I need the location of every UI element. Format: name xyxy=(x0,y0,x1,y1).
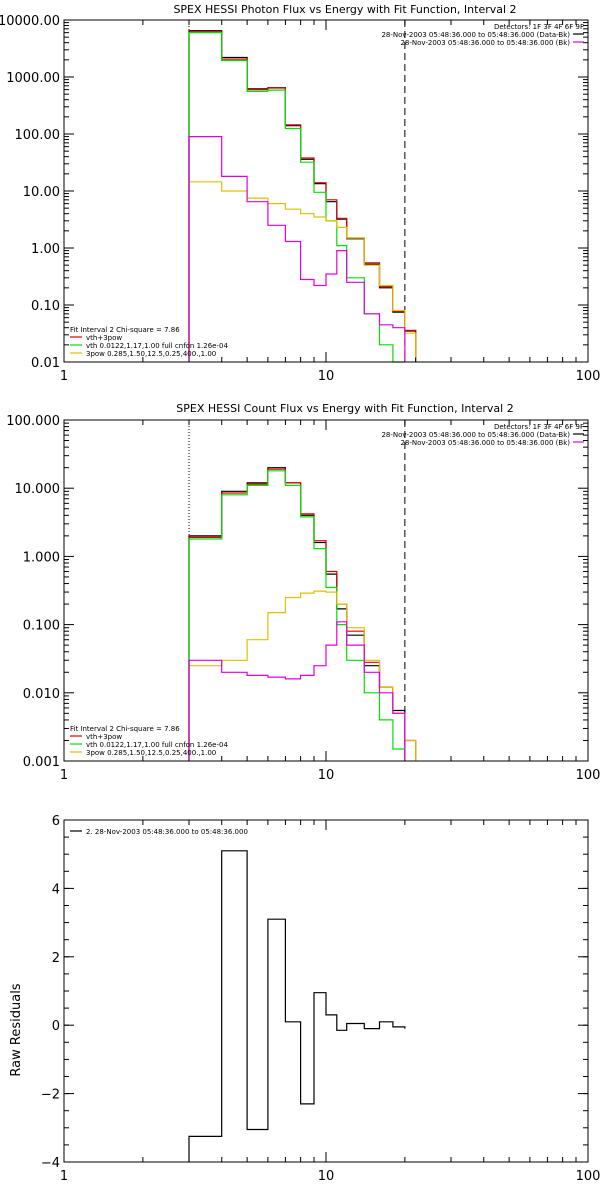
series-line xyxy=(188,31,417,362)
legend-entry: Detectors: 1F 3F 4F 6F 9F xyxy=(494,423,584,431)
x-axis: 1 10 100 xyxy=(60,420,600,783)
y-tick-label: 2 xyxy=(52,951,60,966)
legend-entry: 2. 28-Nov-2003 05:48:36.000 to 05:48:36.… xyxy=(86,828,248,836)
series-line xyxy=(188,32,405,363)
x-tick-label: 10 xyxy=(318,768,335,783)
y-tick-label: 10.000 xyxy=(15,482,61,497)
y-tick-label: 0.010 xyxy=(23,687,60,702)
x-tick-label: 1 xyxy=(60,768,68,783)
y-tick-label: 1.000 xyxy=(23,550,60,565)
legend-entry: 28-Nov-2003 05:48:36.000 to 05:48:36.000… xyxy=(381,431,570,439)
x-axis: 1 10 100 xyxy=(60,20,600,384)
residuals-chart: Raw Residuals 1 10 100 −4 −2 0 2 4 6 2. 28-Nov-20… xyxy=(9,814,600,1184)
legend-entry: vth+3pow xyxy=(86,733,122,741)
x-tick-label: 100 xyxy=(576,369,600,384)
legend-entry: 3pow 0.285,1.50,12.5,0.25,400.,1.00 xyxy=(86,350,216,358)
photon-flux-chart: SPEX HESSI Photon Flux vs Energy with Fi… xyxy=(0,3,600,384)
x-tick-label: 100 xyxy=(576,1169,600,1184)
y-axis-label: Raw Residuals xyxy=(9,983,24,1076)
y-tick-label: 100.00 xyxy=(15,128,61,143)
y-tick-label: 10.00 xyxy=(23,185,60,200)
chart-title: SPEX HESSI Count Flux vs Energy with Fit… xyxy=(176,402,513,415)
legend-entry: 28-Nov-2003 05:48:36.000 to 05:48:36.000… xyxy=(400,39,570,47)
x-tick-label: 1 xyxy=(60,1169,68,1184)
y-tick-label: 4 xyxy=(52,882,60,897)
series-line xyxy=(188,621,406,761)
y-axis: 0.01 0.10 1.00 10.00 100.00 1000.00 10000.00 xyxy=(0,14,588,371)
x-tick-label: 10 xyxy=(318,369,335,384)
y-tick-label: 1.00 xyxy=(31,242,60,257)
series-line xyxy=(188,590,417,761)
count-flux-chart: SPEX HESSI Count Flux vs Energy with Fit… xyxy=(6,402,600,783)
y-tick-label: 1000.00 xyxy=(6,71,60,86)
y-tick-label: 0.100 xyxy=(23,619,60,634)
series-line xyxy=(188,30,417,362)
legend-entry: Fit Interval 2 Chi-square = 7.86 xyxy=(70,326,180,334)
legend-entry: 28-Nov-2003 05:48:36.000 to 05:48:36.000… xyxy=(400,439,570,447)
y-tick-label: 100.000 xyxy=(6,414,60,429)
y-tick-label: 0.10 xyxy=(31,299,60,314)
y-tick-label: 0.01 xyxy=(31,356,60,371)
legend-entry: vth 0.0122,1.17,1.00 full cnfon 1.26e-04 xyxy=(86,741,228,749)
x-tick-label: 100 xyxy=(576,768,600,783)
legend-entry: Fit Interval 2 Chi-square = 7.86 xyxy=(70,725,180,733)
y-axis: 0.001 0.010 0.100 1.000 10.000 100.000 xyxy=(6,414,588,770)
x-tick-label: 1 xyxy=(60,369,68,384)
y-tick-label: 0.001 xyxy=(23,755,60,770)
series-line xyxy=(188,136,406,362)
series-line xyxy=(188,181,417,362)
y-tick-label: −2 xyxy=(41,1088,60,1103)
legend-entry: 3pow 0.285,1.50,12.5,0.25,400.,1.00 xyxy=(86,749,216,757)
y-tick-label: 10000.00 xyxy=(0,14,60,29)
series-line xyxy=(188,470,406,761)
series-line xyxy=(188,468,417,761)
legend-entry: vth 0.0122,1.17,1.00 full cnfon 1.26e-04 xyxy=(86,342,228,350)
x-axis: 1 10 100 xyxy=(60,820,600,1184)
legend-entry: Detectors: 1F 3F 4F 6F 9F xyxy=(494,23,584,31)
y-tick-label: 6 xyxy=(52,814,60,829)
x-tick-label: 10 xyxy=(318,1169,335,1184)
y-tick-label: −4 xyxy=(41,1156,60,1171)
chart-title: SPEX HESSI Photon Flux vs Energy with Fi… xyxy=(173,3,516,16)
legend-entry: vth+3pow xyxy=(86,334,122,342)
series-line xyxy=(188,850,406,1162)
y-tick-label: 0 xyxy=(52,1019,60,1034)
legend-entry: 28-Nov-2003 05:48:36.000 to 05:48:36.000… xyxy=(381,31,570,39)
